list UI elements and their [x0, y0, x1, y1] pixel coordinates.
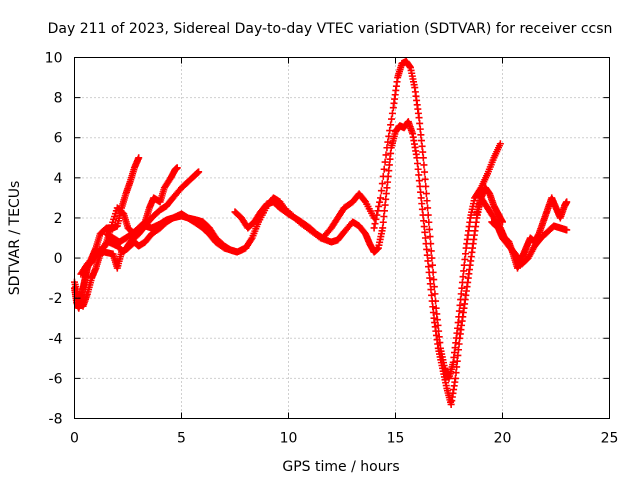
ticks-layer: 0 5 10 15 20 25 -8 -6 -4 -2 0 2 4 6 8 10: [45, 51, 619, 447]
x-tick-label: 10: [280, 431, 298, 447]
x-tick-label: 0: [70, 431, 79, 447]
data-point: [378, 180, 386, 188]
data-point: [376, 198, 384, 206]
data-point: [432, 297, 440, 305]
data-point: [425, 218, 433, 226]
y-tick-label: 6: [54, 131, 63, 147]
data-point: [496, 140, 504, 148]
data-point: [383, 144, 391, 152]
data-point: [135, 154, 143, 162]
data-point: [387, 121, 395, 129]
data-point: [428, 254, 436, 262]
data-point: [173, 164, 181, 172]
data-point: [379, 172, 387, 180]
y-tick-label: -4: [49, 331, 63, 347]
data-point: [373, 211, 381, 219]
data-point: [430, 283, 438, 291]
y-tick-label: 2: [54, 211, 63, 227]
data-point: [426, 233, 434, 241]
data-point: [382, 151, 390, 159]
data-point: [425, 225, 433, 233]
x-tick-label: 20: [494, 431, 512, 447]
y-tick-label: -6: [49, 371, 63, 387]
points-layer: [71, 58, 571, 408]
chart-title: Day 211 of 2023, Sidereal Day-to-day VTE…: [48, 21, 613, 37]
data-point: [429, 268, 437, 276]
series-track-h: [370, 58, 504, 382]
x-axis-label: GPS time / hours: [282, 459, 399, 475]
data-point: [374, 207, 382, 215]
y-tick-label: 4: [54, 171, 63, 187]
data-point: [388, 109, 396, 117]
data-point: [375, 202, 383, 210]
x-tick-label: 5: [177, 431, 186, 447]
y-axis-label: SDTVAR / TECUs: [7, 181, 23, 296]
data-point: [380, 165, 388, 173]
data-point: [423, 197, 431, 205]
data-point: [424, 211, 432, 219]
y-tick-label: -2: [49, 291, 63, 307]
data-point: [431, 290, 439, 298]
data-point: [427, 240, 435, 248]
data-point: [247, 235, 255, 243]
x-tick-label: 15: [387, 431, 405, 447]
data-point: [421, 175, 429, 183]
data-point: [563, 226, 571, 234]
data-point: [371, 220, 379, 228]
data-point: [428, 261, 436, 269]
data-point: [385, 132, 393, 140]
x-tick-label: 25: [601, 431, 619, 447]
data-point: [377, 194, 385, 202]
y-tick-label: 10: [45, 51, 63, 67]
data-point: [420, 161, 428, 169]
data-point: [377, 187, 385, 195]
data-point: [388, 115, 396, 123]
y-tick-label: 0: [54, 251, 63, 267]
data-point: [384, 138, 392, 146]
data-point: [427, 247, 435, 255]
data-point: [372, 215, 380, 223]
data-point: [381, 158, 389, 166]
data-point: [370, 224, 378, 232]
data-point: [422, 190, 430, 198]
y-tick-label: 8: [54, 91, 63, 107]
series-track-g: [274, 118, 506, 408]
y-tick-label: -8: [49, 412, 63, 428]
series-track-j: [488, 218, 571, 268]
data-point: [563, 198, 571, 206]
data-point: [424, 204, 432, 212]
data-point: [430, 276, 438, 284]
data-point: [419, 154, 427, 162]
data-point: [421, 168, 429, 176]
data-point: [195, 168, 203, 176]
data-point: [422, 182, 430, 190]
data-point: [386, 127, 394, 135]
plot-frame: [74, 57, 610, 419]
